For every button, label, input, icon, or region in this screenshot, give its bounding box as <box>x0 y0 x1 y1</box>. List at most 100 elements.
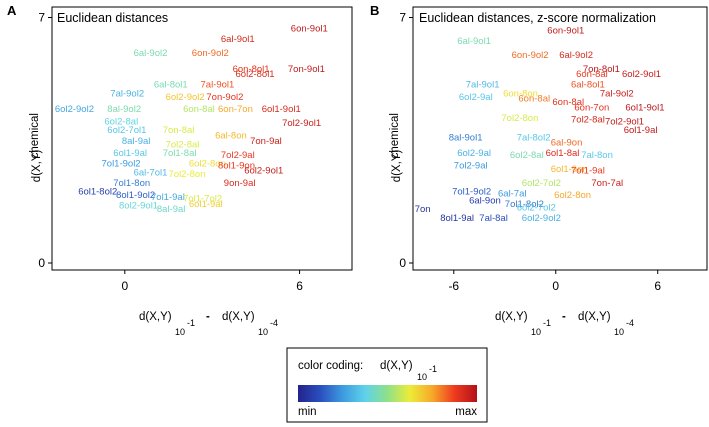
point-label: 6ol2-8al <box>510 150 544 161</box>
point-label: 6ol2-7ol1 <box>107 125 146 136</box>
panel-a-xlabel-main: d(X,Y) <box>139 311 172 323</box>
x-tick-label: 0 <box>552 279 559 293</box>
point-label: 6al-9ol2 <box>134 48 168 59</box>
panel-b-ticks: -6 0 6 0 7 <box>399 11 661 293</box>
point-label: 6ol2-9al <box>457 148 491 159</box>
panel-b-xlabel-sup1: -1 <box>543 318 551 328</box>
point-label: 7al-9ol1 <box>201 80 235 91</box>
point-label: 7ol2-8al <box>166 139 200 150</box>
point-label: 7ol2-9al <box>454 160 488 171</box>
point-label: 6ol2-9al <box>459 92 493 103</box>
point-label: 8al-9al <box>122 136 151 147</box>
panel-b-xlabel-sub2: 10 <box>614 327 624 337</box>
color-legend-max: max <box>455 406 477 418</box>
color-legend-title-var: d(X,Y) <box>380 360 413 372</box>
point-label: 7on-9ol2 <box>206 92 243 103</box>
color-legend-title-sup: -1 <box>429 364 437 374</box>
x-tick-label: 6 <box>296 279 303 293</box>
panel-b-xlabel-main: d(X,Y) <box>495 311 528 323</box>
point-label: 7ol1-9al <box>571 166 605 177</box>
y-tick-label: 7 <box>38 11 45 25</box>
point-label: 6on-8al <box>552 97 584 108</box>
point-label: 6on-9ol1 <box>547 25 584 36</box>
y-tick-label: 0 <box>399 256 406 270</box>
point-label: 6ol1-9ol1 <box>625 102 664 113</box>
x-tick-label: -6 <box>448 279 459 293</box>
x-tick-label: 6 <box>654 279 661 293</box>
panel-a-xlabel-minus: - <box>206 311 210 323</box>
point-label: 6ol2-9ol2 <box>522 213 561 224</box>
point-label: 6ol1-8ol2 <box>78 187 117 198</box>
panel-a-ylabel-left: d(X,Y) <box>31 150 43 183</box>
point-label: 6ol2-9ol1 <box>622 69 661 80</box>
point-label: 8al-9ol1 <box>449 132 483 143</box>
point-label: 7ol1-9al <box>151 192 185 203</box>
panel-a-plot-frame <box>51 6 353 271</box>
point-label: 7ol1-9ol2 <box>452 187 491 198</box>
point-label: 6al-9ol1 <box>457 36 491 47</box>
panel-a-title: Euclidean distances <box>57 11 168 25</box>
point-label: 7ol1-7ol2 <box>183 194 222 205</box>
point-label: 7on-7al <box>591 178 623 189</box>
panel-a-xlabel: d(X,Y) 10 -1 - d(X,Y) 10 -4 <box>139 311 278 337</box>
panel-b-letter: B <box>370 3 379 18</box>
color-legend: color coding: d(X,Y) 10 -1 min max <box>286 347 488 423</box>
point-label: 8ol1-9al <box>440 213 474 224</box>
point-label: 6ol2-9ol2 <box>166 92 205 103</box>
point-label: 6on-9ol1 <box>291 24 328 35</box>
point-label: 8ol2-9ol1 <box>119 201 158 212</box>
point-label: 7on-8ol1 <box>583 64 620 75</box>
panel-b-ylabel-left: d(X,Y) <box>391 150 403 183</box>
point-label: 6on-7on <box>218 104 253 115</box>
point-label: 7ol2-8on <box>501 113 538 124</box>
y-tick-label: 0 <box>38 256 45 270</box>
point-label: 6on-9ol2 <box>192 48 229 59</box>
point-label: 7on-9al <box>250 136 282 147</box>
panel-b-xlabel: d(X,Y) 10 -1 - d(X,Y) 10 -4 <box>495 311 634 337</box>
point-label: 6al-9ol2 <box>559 50 593 61</box>
panel-b: B Euclidean distances, z-score normaliza… <box>370 3 708 337</box>
panel-a-xlabel-sub1: 10 <box>175 327 185 337</box>
point-label: 6ol2-9ol2 <box>55 104 94 115</box>
point-label: 7ol1-8ol2 <box>505 199 544 210</box>
point-label: 6on-8al <box>518 94 550 105</box>
point-label: 6al-8ol1 <box>571 80 605 91</box>
point-label: 7al-9ol2 <box>600 88 634 99</box>
point-label: 7ol2-8on <box>169 169 206 180</box>
point-label: 6ol1-8al <box>546 148 580 159</box>
panel-a-xlabel-sup1: -1 <box>187 318 195 328</box>
point-label: 6al-8on <box>215 131 247 142</box>
point-label: 6ol1-9on <box>551 164 588 175</box>
point-label: 6on-8al <box>576 69 608 80</box>
point-label: 7ol2-9al <box>221 150 255 161</box>
point-label: 6al-7al <box>498 188 527 199</box>
point-label: 6ol2-9ol1 <box>244 166 283 177</box>
panel-a-xlabel-sup2: -4 <box>270 318 278 328</box>
color-legend-title: color coding: <box>298 360 363 372</box>
x-tick-label: 0 <box>121 279 128 293</box>
panel-b-ylabel-right: chemical <box>389 113 401 158</box>
point-label: 6ol2-7ol2 <box>522 178 561 189</box>
panel-b-plot-frame <box>412 6 708 271</box>
point-label: 7on-9ol1 <box>288 64 325 75</box>
y-tick-label: 7 <box>399 11 406 25</box>
point-label: 6on-9ol2 <box>512 50 549 61</box>
point-label: 6al-9ol1 <box>221 34 255 45</box>
point-label: 6al-9on <box>551 138 583 149</box>
point-label: 8al-9ol2 <box>107 104 141 115</box>
point-label: 7ol2-9ol1 <box>605 117 644 128</box>
panel-a: A Euclidean distances 6on-9ol1 6al-9ol1 6a… <box>7 3 353 337</box>
point-label: 7al-8ol2 <box>517 132 551 143</box>
point-label: 7al-9ol1 <box>466 80 500 91</box>
point-label: 6ol1-9al <box>113 148 147 159</box>
panel-a-letter: A <box>7 3 17 18</box>
panel-b-title: Euclidean distances, z-score normalizati… <box>419 11 656 25</box>
panel-a-ticks: 0 6 0 7 <box>38 11 303 293</box>
point-label: 7al-8al <box>479 213 508 224</box>
color-legend-min: min <box>298 406 317 418</box>
point-label: 6al-7ol1 <box>134 167 168 178</box>
point-label: 7ol2-9ol1 <box>282 118 321 129</box>
panel-a-xlabel-sub2: 10 <box>258 327 268 337</box>
panel-a-ylabel-right: chemical <box>29 113 41 158</box>
